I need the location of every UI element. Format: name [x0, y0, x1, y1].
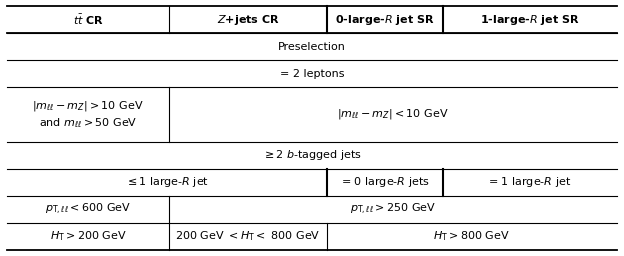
Text: $p_{\mathrm{T},\ell\ell} > 250$ GeV: $p_{\mathrm{T},\ell\ell} > 250$ GeV [349, 201, 436, 217]
Text: $p_{\mathrm{T},\ell\ell} < 600$ GeV: $p_{\mathrm{T},\ell\ell} < 600$ GeV [45, 201, 131, 217]
Text: 1-large-$R$ jet SR: 1-large-$R$ jet SR [480, 13, 580, 27]
Text: $H_{\mathrm{T}} > 800$ GeV: $H_{\mathrm{T}} > 800$ GeV [434, 229, 510, 243]
Text: 0-large-$R$ jet SR: 0-large-$R$ jet SR [335, 13, 435, 27]
Text: = 2 leptons: = 2 leptons [280, 69, 344, 79]
Text: $|m_{\ell\ell} - m_Z| > 10$ GeV
and $m_{\ell\ell} > 50$ GeV: $|m_{\ell\ell} - m_Z| > 10$ GeV and $m_{… [32, 99, 144, 130]
Text: $\geq 2$ $b$-tagged jets: $\geq 2$ $b$-tagged jets [262, 148, 362, 162]
Text: Preselection: Preselection [278, 42, 346, 52]
Text: $t\bar{t}$ CR: $t\bar{t}$ CR [72, 13, 104, 27]
Text: = 1 large-$R$ jet: = 1 large-$R$ jet [488, 175, 572, 189]
Text: $Z$+jets CR: $Z$+jets CR [217, 13, 280, 27]
Text: = 0 large-$R$ jets: = 0 large-$R$ jets [341, 175, 429, 189]
Text: $H_{\mathrm{T}} > 200$ GeV: $H_{\mathrm{T}} > 200$ GeV [50, 229, 127, 243]
Text: 200 GeV $< H_{\mathrm{T}} <$ 800 GeV: 200 GeV $< H_{\mathrm{T}} <$ 800 GeV [175, 229, 321, 243]
Text: $|m_{\ell\ell} - m_Z| < 10$ GeV: $|m_{\ell\ell} - m_Z| < 10$ GeV [337, 108, 449, 122]
Text: $\leq 1$ large-$R$ jet: $\leq 1$ large-$R$ jet [125, 175, 209, 189]
